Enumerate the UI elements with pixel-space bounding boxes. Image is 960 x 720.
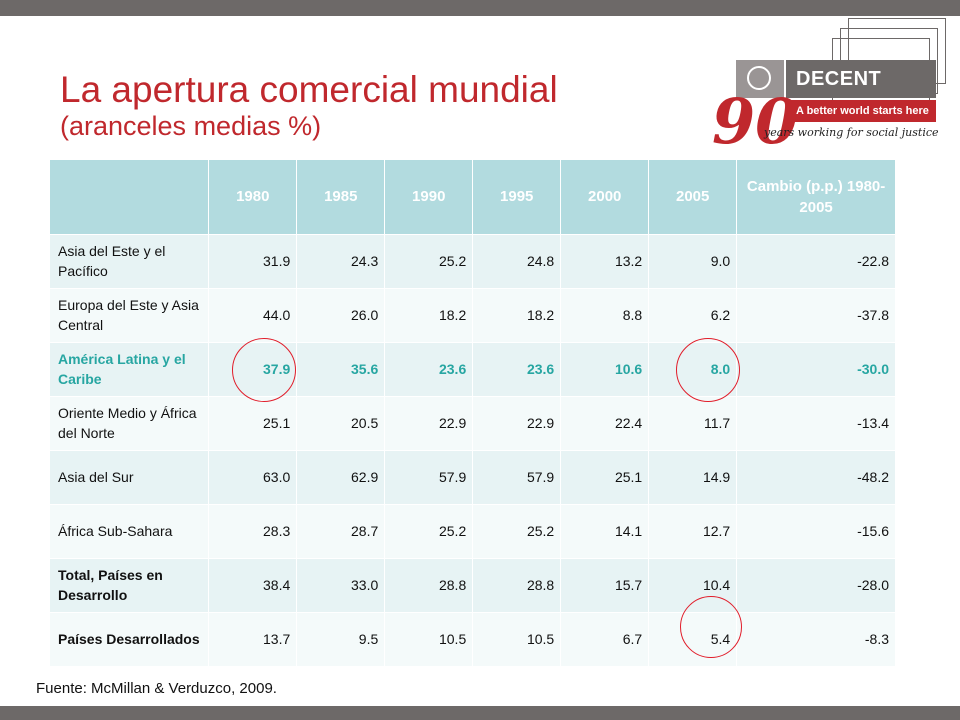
value-cell: 28.8 xyxy=(384,558,474,613)
table-row-highlighted: América Latina y el Caribe 37.9 35.6 23.… xyxy=(50,342,896,397)
value-cell: 44.0 xyxy=(208,288,298,343)
value-cell: 28.8 xyxy=(472,558,562,613)
value-cell: 18.2 xyxy=(472,288,562,343)
region-cell: América Latina y el Caribe xyxy=(50,342,210,397)
value-cell: 5.4 xyxy=(648,612,738,667)
value-cell: 22.9 xyxy=(384,396,474,451)
region-cell: África Sub-Sahara xyxy=(50,504,210,559)
value-cell: 14.9 xyxy=(648,450,738,505)
value-cell: -8.3 xyxy=(736,612,896,667)
value-cell: 26.0 xyxy=(296,288,386,343)
value-cell: 13.7 xyxy=(208,612,298,667)
header-1995: 1995 xyxy=(472,160,562,235)
value-cell: 10.5 xyxy=(384,612,474,667)
value-cell: 24.3 xyxy=(296,234,386,289)
header-2000: 2000 xyxy=(560,160,650,235)
value-cell: 22.9 xyxy=(472,396,562,451)
value-cell: 11.7 xyxy=(648,396,738,451)
region-cell: Total, Países en Desarrollo xyxy=(50,558,210,613)
value-cell: 24.8 xyxy=(472,234,562,289)
value-cell: 31.9 xyxy=(208,234,298,289)
value-cell: 6.2 xyxy=(648,288,738,343)
value-cell: -48.2 xyxy=(736,450,896,505)
value-cell: -22.8 xyxy=(736,234,896,289)
logo-script: years working for social justice xyxy=(764,126,939,139)
title-subtitle: (aranceles medias %) xyxy=(60,111,322,141)
header-change: Cambio (p.p.) 1980-2005 xyxy=(736,160,896,235)
value-cell: 8.8 xyxy=(560,288,650,343)
tariff-table: 1980 1985 1990 1995 2000 2005 Cambio (p.… xyxy=(50,160,896,667)
logo-90: 90 xyxy=(712,85,799,158)
region-cell: Países Desarrollados xyxy=(50,612,210,667)
header-empty xyxy=(50,160,210,235)
table-header-row: 1980 1985 1990 1995 2000 2005 Cambio (p.… xyxy=(50,160,896,235)
value-cell: -30.0 xyxy=(736,342,896,397)
value-cell: 28.3 xyxy=(208,504,298,559)
value-cell: 25.1 xyxy=(560,450,650,505)
value-cell: 8.0 xyxy=(648,342,738,397)
header-2005: 2005 xyxy=(648,160,738,235)
value-cell: 57.9 xyxy=(472,450,562,505)
top-bar xyxy=(0,0,960,16)
logo-block: DECENT WORK A better world starts here xyxy=(736,60,950,140)
value-cell: -13.4 xyxy=(736,396,896,451)
table-row: Oriente Medio y África del Norte 25.1 20… xyxy=(50,396,896,451)
value-cell: 13.2 xyxy=(560,234,650,289)
logo-tagline: A better world starts here xyxy=(786,100,936,122)
ilo-emblem-icon xyxy=(736,60,784,98)
value-cell: 25.1 xyxy=(208,396,298,451)
logo-brand: DECENT WORK xyxy=(786,60,936,128)
value-cell: 25.2 xyxy=(472,504,562,559)
value-cell: 9.0 xyxy=(648,234,738,289)
region-cell: Asia del Sur xyxy=(50,450,210,505)
value-cell: 37.9 xyxy=(208,342,298,397)
value-cell: 10.6 xyxy=(560,342,650,397)
header-1990: 1990 xyxy=(384,160,474,235)
value-cell: 22.4 xyxy=(560,396,650,451)
value-cell: 15.7 xyxy=(560,558,650,613)
value-cell: -37.8 xyxy=(736,288,896,343)
source-note: Fuente: McMillan & Verduzco, 2009. xyxy=(36,680,277,697)
value-cell: 25.2 xyxy=(384,504,474,559)
table-row: Asia del Este y el Pacífico 31.9 24.3 25… xyxy=(50,234,896,289)
slide-title: La apertura comercial mundial (aranceles… xyxy=(60,70,558,142)
table-row: Europa del Este y Asia Central 44.0 26.0… xyxy=(50,288,896,343)
value-cell: 23.6 xyxy=(472,342,562,397)
decent-work-logo: DECENT WORK A better world starts here 9… xyxy=(700,18,950,158)
value-cell: 28.7 xyxy=(296,504,386,559)
value-cell: 57.9 xyxy=(384,450,474,505)
value-cell: 62.9 xyxy=(296,450,386,505)
value-cell: 38.4 xyxy=(208,558,298,613)
value-cell: -15.6 xyxy=(736,504,896,559)
value-cell: 25.2 xyxy=(384,234,474,289)
value-cell: 23.6 xyxy=(384,342,474,397)
value-cell: 9.5 xyxy=(296,612,386,667)
value-cell: 20.5 xyxy=(296,396,386,451)
value-cell: 35.6 xyxy=(296,342,386,397)
value-cell: 12.7 xyxy=(648,504,738,559)
value-cell: 18.2 xyxy=(384,288,474,343)
value-cell: 10.4 xyxy=(648,558,738,613)
value-cell: 10.5 xyxy=(472,612,562,667)
table-row: África Sub-Sahara 28.3 28.7 25.2 25.2 14… xyxy=(50,504,896,559)
region-cell: Europa del Este y Asia Central xyxy=(50,288,210,343)
title-main: La apertura comercial mundial xyxy=(60,69,558,110)
value-cell: -28.0 xyxy=(736,558,896,613)
table-row: Total, Países en Desarrollo 38.4 33.0 28… xyxy=(50,558,896,613)
region-cell: Asia del Este y el Pacífico xyxy=(50,234,210,289)
table-row: Países Desarrollados 13.7 9.5 10.5 10.5 … xyxy=(50,612,896,667)
bottom-bar xyxy=(0,706,960,720)
value-cell: 14.1 xyxy=(560,504,650,559)
value-cell: 63.0 xyxy=(208,450,298,505)
header-1980: 1980 xyxy=(208,160,298,235)
value-cell: 33.0 xyxy=(296,558,386,613)
value-cell: 6.7 xyxy=(560,612,650,667)
region-cell: Oriente Medio y África del Norte xyxy=(50,396,210,451)
table-row: Asia del Sur 63.0 62.9 57.9 57.9 25.1 14… xyxy=(50,450,896,505)
header-1985: 1985 xyxy=(296,160,386,235)
